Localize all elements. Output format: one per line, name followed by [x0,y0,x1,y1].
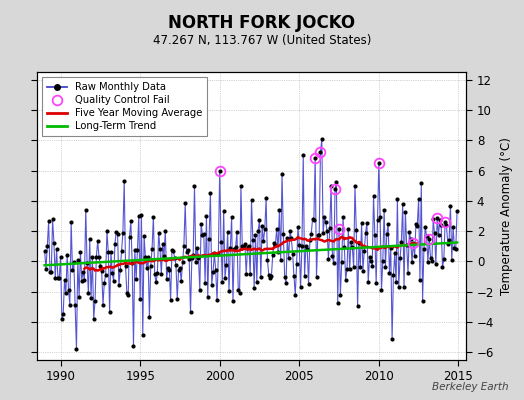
Text: 47.267 N, 113.767 W (United States): 47.267 N, 113.767 W (United States) [153,34,371,47]
Text: Berkeley Earth: Berkeley Earth [432,382,508,392]
Legend: Raw Monthly Data, Quality Control Fail, Five Year Moving Average, Long-Term Tren: Raw Monthly Data, Quality Control Fail, … [42,77,207,136]
Y-axis label: Temperature Anomaly (°C): Temperature Anomaly (°C) [500,137,512,295]
Text: NORTH FORK JOCKO: NORTH FORK JOCKO [168,14,356,32]
